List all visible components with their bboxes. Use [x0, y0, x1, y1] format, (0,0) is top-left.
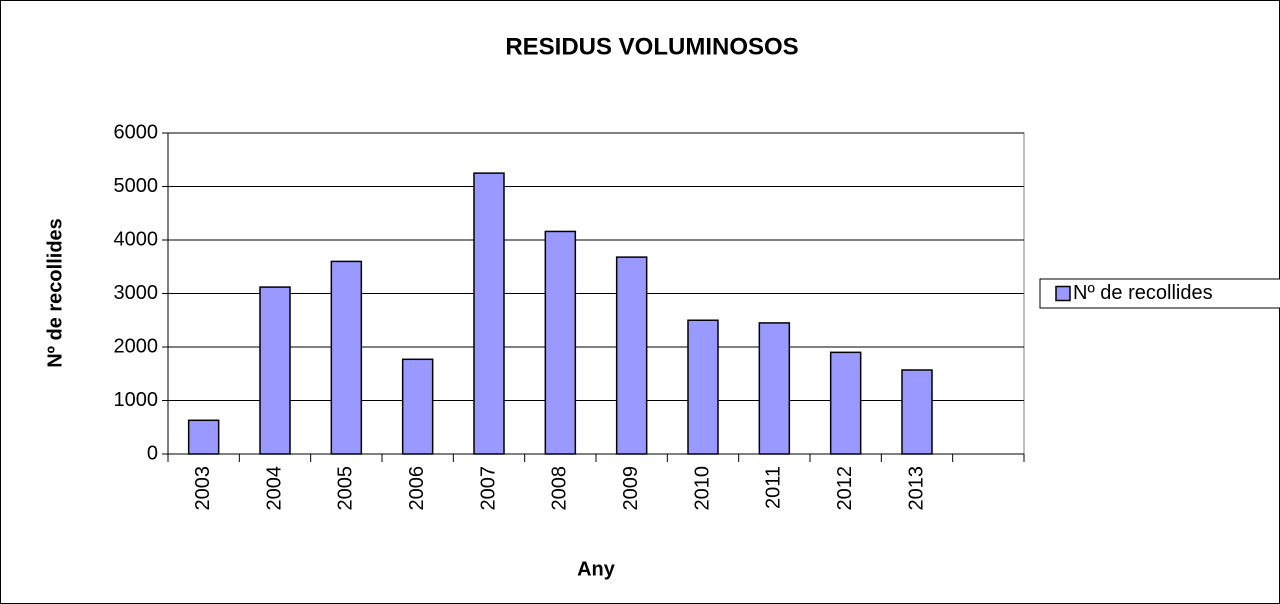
bar	[829, 351, 862, 455]
x-tick-label: 2013	[905, 466, 927, 511]
chart-title: RESIDUS VOLUMINOSOS	[505, 33, 798, 60]
bar	[687, 319, 719, 455]
x-tick-label: 2012	[834, 466, 856, 511]
legend-label: Nº de recollides	[1073, 282, 1213, 304]
bar	[615, 256, 648, 455]
bar	[473, 172, 505, 455]
bar	[901, 369, 933, 455]
x-tick-label: 2010	[691, 466, 713, 511]
x-tick-label: 2005	[335, 466, 357, 511]
x-tick-label: 2011	[763, 466, 785, 509]
bar	[187, 419, 220, 455]
y-axis-label: Nº de recollides	[44, 218, 66, 368]
x-tick-label: 2006	[406, 466, 428, 511]
x-tick-label: 2009	[620, 466, 642, 511]
bar	[259, 286, 291, 455]
y-tick-label: 6000	[114, 121, 159, 143]
bar	[758, 322, 791, 455]
y-tick-label: 0	[147, 442, 158, 464]
x-tick-label: 2008	[549, 466, 571, 511]
bar	[544, 230, 577, 455]
bar	[330, 260, 363, 455]
bar	[401, 358, 434, 455]
legend-box	[1039, 278, 1280, 309]
x-axis-label: Any	[577, 558, 616, 580]
x-tick-label: 2007	[477, 466, 499, 511]
x-tick-label: 2003	[192, 466, 214, 511]
legend-swatch	[1055, 285, 1071, 302]
x-tick-label: 2004	[263, 466, 285, 511]
y-tick-label: 2000	[114, 335, 159, 357]
y-tick-label: 1000	[114, 389, 159, 411]
y-tick-label: 5000	[114, 175, 159, 197]
y-tick-label: 3000	[114, 282, 159, 304]
y-tick-label: 4000	[114, 228, 159, 250]
